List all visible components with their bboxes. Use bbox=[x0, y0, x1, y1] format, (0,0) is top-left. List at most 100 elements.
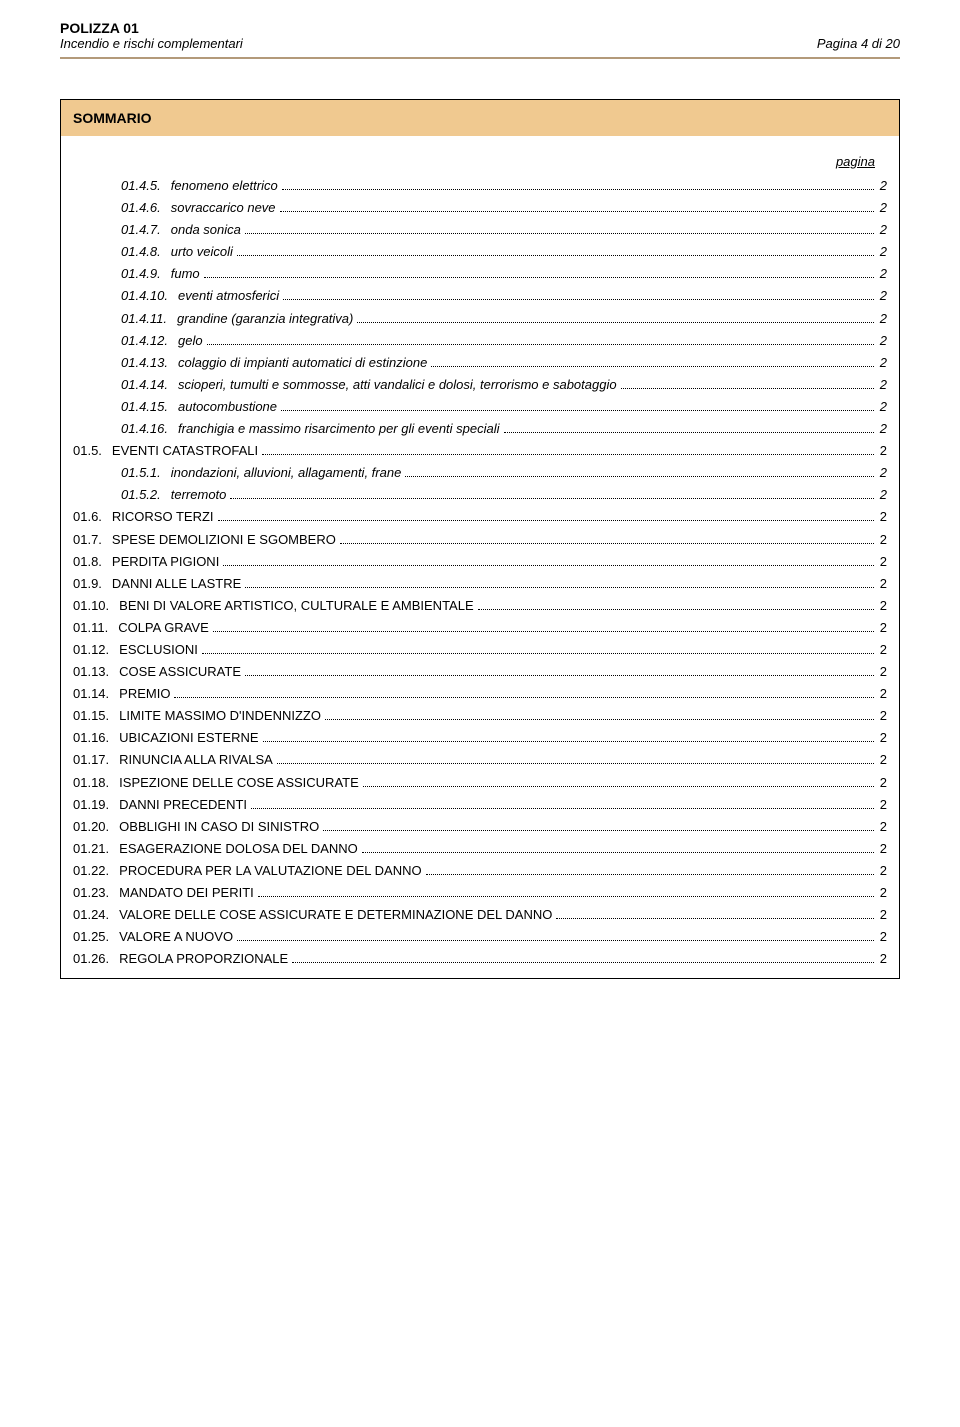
toc-number: 01.5.2. bbox=[121, 484, 171, 506]
toc-text: PERDITA PIGIONI bbox=[112, 551, 219, 573]
toc-row: 01.20.OBBLIGHI IN CASO DI SINISTRO2 bbox=[73, 816, 887, 838]
toc-text: MANDATO DEI PERITI bbox=[119, 882, 254, 904]
toc-text: scioperi, tumulti e sommosse, atti vanda… bbox=[178, 374, 617, 396]
toc-leader bbox=[262, 454, 874, 455]
toc-leader bbox=[504, 432, 874, 433]
toc-page: 2 bbox=[878, 948, 887, 970]
toc-number: 01.4.16. bbox=[121, 418, 178, 440]
toc-row: 01.5.2.terremoto 2 bbox=[73, 484, 887, 506]
pagina-label: pagina bbox=[73, 154, 887, 169]
toc-number: 01.22. bbox=[73, 860, 119, 882]
toc-text: sovraccarico neve bbox=[171, 197, 276, 219]
toc-text: gelo bbox=[178, 330, 203, 352]
toc-number: 01.4.15. bbox=[121, 396, 178, 418]
toc-leader bbox=[237, 940, 874, 941]
toc-leader bbox=[283, 299, 874, 300]
toc-row: 01.24.VALORE DELLE COSE ASSICURATE E DET… bbox=[73, 904, 887, 926]
toc-page: 2 bbox=[878, 772, 887, 794]
toc-leader bbox=[245, 675, 874, 676]
toc-text: RICORSO TERZI bbox=[112, 506, 214, 528]
page-info: Pagina 4 di 20 bbox=[817, 36, 900, 51]
toc-leader bbox=[292, 962, 874, 963]
toc-text: terremoto bbox=[171, 484, 227, 506]
toc-number: 01.25. bbox=[73, 926, 119, 948]
toc-page: 2 bbox=[878, 727, 887, 749]
toc-text: fumo bbox=[171, 263, 200, 285]
toc-text: RINUNCIA ALLA RIVALSA bbox=[119, 749, 273, 771]
toc-leader bbox=[245, 233, 874, 234]
toc-page: 2 bbox=[878, 573, 887, 595]
toc-row: 01.9.DANNI ALLE LASTRE2 bbox=[73, 573, 887, 595]
toc-leader bbox=[323, 830, 874, 831]
toc-page: 2 bbox=[878, 308, 887, 330]
toc-page: 2 bbox=[878, 838, 887, 860]
toc-leader bbox=[362, 852, 874, 853]
toc-leader bbox=[204, 277, 874, 278]
toc-text: OBBLIGHI IN CASO DI SINISTRO bbox=[119, 816, 319, 838]
toc-text: fenomeno elettrico bbox=[171, 175, 278, 197]
toc-leader bbox=[478, 609, 874, 610]
toc-number: 01.4.6. bbox=[121, 197, 171, 219]
doc-title: POLIZZA 01 bbox=[60, 20, 243, 36]
toc-row: 01.18.ISPEZIONE DELLE COSE ASSICURATE2 bbox=[73, 772, 887, 794]
toc-row: 01.4.10.eventi atmosferici2 bbox=[73, 285, 887, 307]
toc-row: 01.4.5.fenomeno elettrico 2 bbox=[73, 175, 887, 197]
toc-page: 2 bbox=[878, 484, 887, 506]
toc-page: 2 bbox=[878, 551, 887, 573]
toc-leader bbox=[230, 498, 873, 499]
toc-leader bbox=[280, 211, 874, 212]
toc-number: 01.4.14. bbox=[121, 374, 178, 396]
toc-page: 2 bbox=[878, 440, 887, 462]
toc-row: 01.17.RINUNCIA ALLA RIVALSA2 bbox=[73, 749, 887, 771]
toc-leader bbox=[202, 653, 874, 654]
toc-container: 01.4.5.fenomeno elettrico 2 01.4.6.sovracc… bbox=[73, 175, 887, 970]
toc-leader bbox=[282, 189, 874, 190]
toc-page: 2 bbox=[878, 794, 887, 816]
toc-page: 2 bbox=[878, 860, 887, 882]
toc-number: 01.11. bbox=[73, 617, 118, 639]
toc-page: 2 bbox=[878, 197, 887, 219]
sommario-title: SOMMARIO bbox=[61, 100, 899, 136]
toc-leader bbox=[621, 388, 874, 389]
toc-row: 01.21.ESAGERAZIONE DOLOSA DEL DANNO2 bbox=[73, 838, 887, 860]
toc-number: 01.5.1. bbox=[121, 462, 171, 484]
toc-leader bbox=[281, 410, 874, 411]
toc-number: 01.4.5. bbox=[121, 175, 171, 197]
toc-row: 01.10.BENI DI VALORE ARTISTICO, CULTURAL… bbox=[73, 595, 887, 617]
toc-page: 2 bbox=[878, 241, 887, 263]
toc-number: 01.6. bbox=[73, 506, 112, 528]
toc-number: 01.4.8. bbox=[121, 241, 171, 263]
toc-number: 01.4.11. bbox=[121, 308, 177, 330]
toc-number: 01.4.12. bbox=[121, 330, 178, 352]
toc-leader bbox=[223, 565, 873, 566]
sommario-body: pagina 01.4.5.fenomeno elettrico 2 01.4.6.… bbox=[61, 136, 899, 978]
toc-leader bbox=[245, 587, 874, 588]
toc-text: ISPEZIONE DELLE COSE ASSICURATE bbox=[119, 772, 359, 794]
toc-leader bbox=[357, 322, 873, 323]
toc-page: 2 bbox=[878, 506, 887, 528]
toc-text: inondazioni, alluvioni, allagamenti, fra… bbox=[171, 462, 402, 484]
toc-page: 2 bbox=[878, 904, 887, 926]
toc-leader bbox=[426, 874, 874, 875]
toc-number: 01.5. bbox=[73, 440, 112, 462]
toc-page: 2 bbox=[878, 661, 887, 683]
toc-row: 01.12.ESCLUSIONI2 bbox=[73, 639, 887, 661]
toc-row: 01.4.11.grandine (garanzia integrativa)2 bbox=[73, 308, 887, 330]
toc-number: 01.9. bbox=[73, 573, 112, 595]
toc-page: 2 bbox=[878, 175, 887, 197]
toc-leader bbox=[258, 896, 874, 897]
toc-row: 01.7.SPESE DEMOLIZIONI E SGOMBERO2 bbox=[73, 529, 887, 551]
sommario-box: SOMMARIO pagina 01.4.5.fenomeno elettric… bbox=[60, 99, 900, 979]
toc-leader bbox=[277, 763, 874, 764]
toc-text: LIMITE MASSIMO D'INDENNIZZO bbox=[119, 705, 321, 727]
toc-leader bbox=[340, 543, 874, 544]
toc-page: 2 bbox=[878, 330, 887, 352]
toc-text: VALORE A NUOVO bbox=[119, 926, 233, 948]
toc-page: 2 bbox=[878, 352, 887, 374]
toc-row: 01.26.REGOLA PROPORZIONALE2 bbox=[73, 948, 887, 970]
toc-leader bbox=[213, 631, 874, 632]
toc-page: 2 bbox=[878, 396, 887, 418]
toc-leader bbox=[556, 918, 873, 919]
toc-number: 01.23. bbox=[73, 882, 119, 904]
toc-page: 2 bbox=[878, 285, 887, 307]
